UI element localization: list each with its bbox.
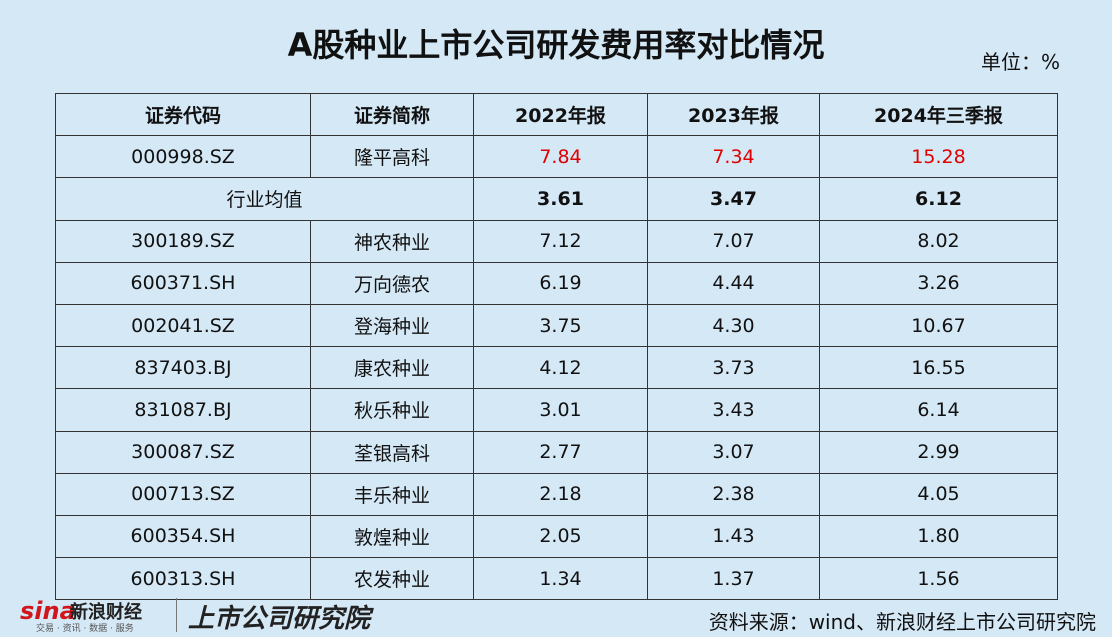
- table-cell: 2.99: [819, 430, 1058, 474]
- table-cell: 600313.SH: [55, 557, 311, 601]
- table-cell: 600354.SH: [55, 514, 311, 559]
- logo-name: 新浪财经: [70, 602, 142, 623]
- table-cell: 2.05: [473, 514, 648, 559]
- table-cell: 600371.SH: [55, 261, 311, 305]
- table-row: 600313.SH 农发种业 1.34 1.37 1.56: [55, 557, 1058, 601]
- table-cell: 7.12: [473, 219, 648, 263]
- header-row: 证券代码 证券简称 2022年报 2023年报 2024年三季报: [55, 92, 1058, 137]
- table-cell: 4.12: [473, 346, 648, 390]
- logo-separator: [176, 598, 177, 632]
- table-cell: 3.75: [473, 303, 648, 348]
- table-cell: 15.28: [819, 135, 1058, 179]
- table-cell: 6.14: [819, 388, 1058, 432]
- table-row: 831087.BJ 秋乐种业 3.01 3.43 6.14: [55, 388, 1058, 432]
- table-cell: 农发种业: [310, 557, 474, 601]
- table-cell: 000713.SZ: [55, 472, 311, 516]
- table-cell: 6.19: [473, 261, 648, 305]
- table-cell: 荃银高科: [310, 430, 474, 474]
- table-cell: 隆平高科: [310, 135, 474, 179]
- table-cell: 1.37: [647, 557, 820, 601]
- table-cell: 831087.BJ: [55, 388, 311, 432]
- table-cell: 丰乐种业: [310, 472, 474, 516]
- table-cell: 4.44: [647, 261, 820, 305]
- table-cell: 1.80: [819, 514, 1058, 559]
- table-cell: 2.38: [647, 472, 820, 516]
- table-cell: 8.02: [819, 219, 1058, 263]
- table-cell: 3.07: [647, 430, 820, 474]
- table-row: 002041.SZ 登海种业 3.75 4.30 10.67: [55, 303, 1058, 348]
- table-cell: 敦煌种业: [310, 514, 474, 559]
- table-cell: 万向德农: [310, 261, 474, 305]
- table-cell: 3.73: [647, 346, 820, 390]
- table-cell: 7.84: [473, 135, 648, 179]
- table-cell: 16.55: [819, 346, 1058, 390]
- table-cell: 2.18: [473, 472, 648, 516]
- table-row: 行业均值 3.61 3.47 6.12: [55, 177, 1058, 221]
- table-cell: 3.47: [647, 177, 820, 221]
- table-cell: 4.30: [647, 303, 820, 348]
- table-cell: 2.77: [473, 430, 648, 474]
- table-cell: 神农种业: [310, 219, 474, 263]
- logo-sub: 交易 · 资讯 · 数据 · 服务: [36, 624, 134, 634]
- column-header: 证券代码: [55, 92, 311, 137]
- table-cell: 300087.SZ: [55, 430, 311, 474]
- table-cell: 1.56: [819, 557, 1058, 601]
- table-cell: 3.26: [819, 261, 1058, 305]
- table-row: 000998.SZ 隆平高科 7.84 7.34 15.28: [55, 135, 1058, 179]
- title: A股种业上市公司研发费用率对比情况: [287, 26, 825, 64]
- column-header: 2023年报: [647, 92, 820, 137]
- table-cell: 3.61: [473, 177, 648, 221]
- table-cell: 837403.BJ: [55, 346, 311, 390]
- table-cell: 1.34: [473, 557, 648, 601]
- table-cell: 10.67: [819, 303, 1058, 348]
- table-cell: 7.34: [647, 135, 820, 179]
- table-cell: 康农种业: [310, 346, 474, 390]
- table-cell: 4.05: [819, 472, 1058, 516]
- data-table: 证券代码 证券简称 2022年报 2023年报 2024年三季报 000998.SZ 隆平…: [55, 92, 1058, 601]
- table-cell: 秋乐种业: [310, 388, 474, 432]
- table-cell: 1.43: [647, 514, 820, 559]
- table-cell: 3.43: [647, 388, 820, 432]
- source-note: 资料来源：wind、新浪财经上市公司研究院: [708, 610, 1096, 634]
- table-row: 837403.BJ 康农种业 4.12 3.73 16.55: [55, 346, 1058, 390]
- column-header: 证券简称: [310, 92, 474, 137]
- table-cell: 300189.SZ: [55, 219, 311, 263]
- column-header: 2022年报: [473, 92, 648, 137]
- table-cell: 002041.SZ: [55, 303, 311, 348]
- table-cell: 6.12: [819, 177, 1058, 221]
- table-row: 300189.SZ 神农种业 7.12 7.07 8.02: [55, 219, 1058, 263]
- table-cell: 000998.SZ: [55, 135, 311, 179]
- table-row: 600354.SH 敦煌种业 2.05 1.43 1.80: [55, 514, 1058, 559]
- table-cell: 登海种业: [310, 303, 474, 348]
- unit: 单位：%: [980, 50, 1060, 74]
- table-cell: 行业均值: [55, 177, 474, 221]
- column-header: 2024年三季报: [819, 92, 1058, 137]
- table-row: 000713.SZ 丰乐种业 2.18 2.38 4.05: [55, 472, 1058, 516]
- logo-brand: sina: [20, 597, 76, 625]
- institute-logo: 上市公司研究院: [188, 604, 371, 634]
- table-row: 600371.SH 万向德农 6.19 4.44 3.26: [55, 261, 1058, 305]
- table-row: 300087.SZ 荃银高科 2.77 3.07 2.99: [55, 430, 1058, 474]
- table-cell: 7.07: [647, 219, 820, 263]
- table-cell: 3.01: [473, 388, 648, 432]
